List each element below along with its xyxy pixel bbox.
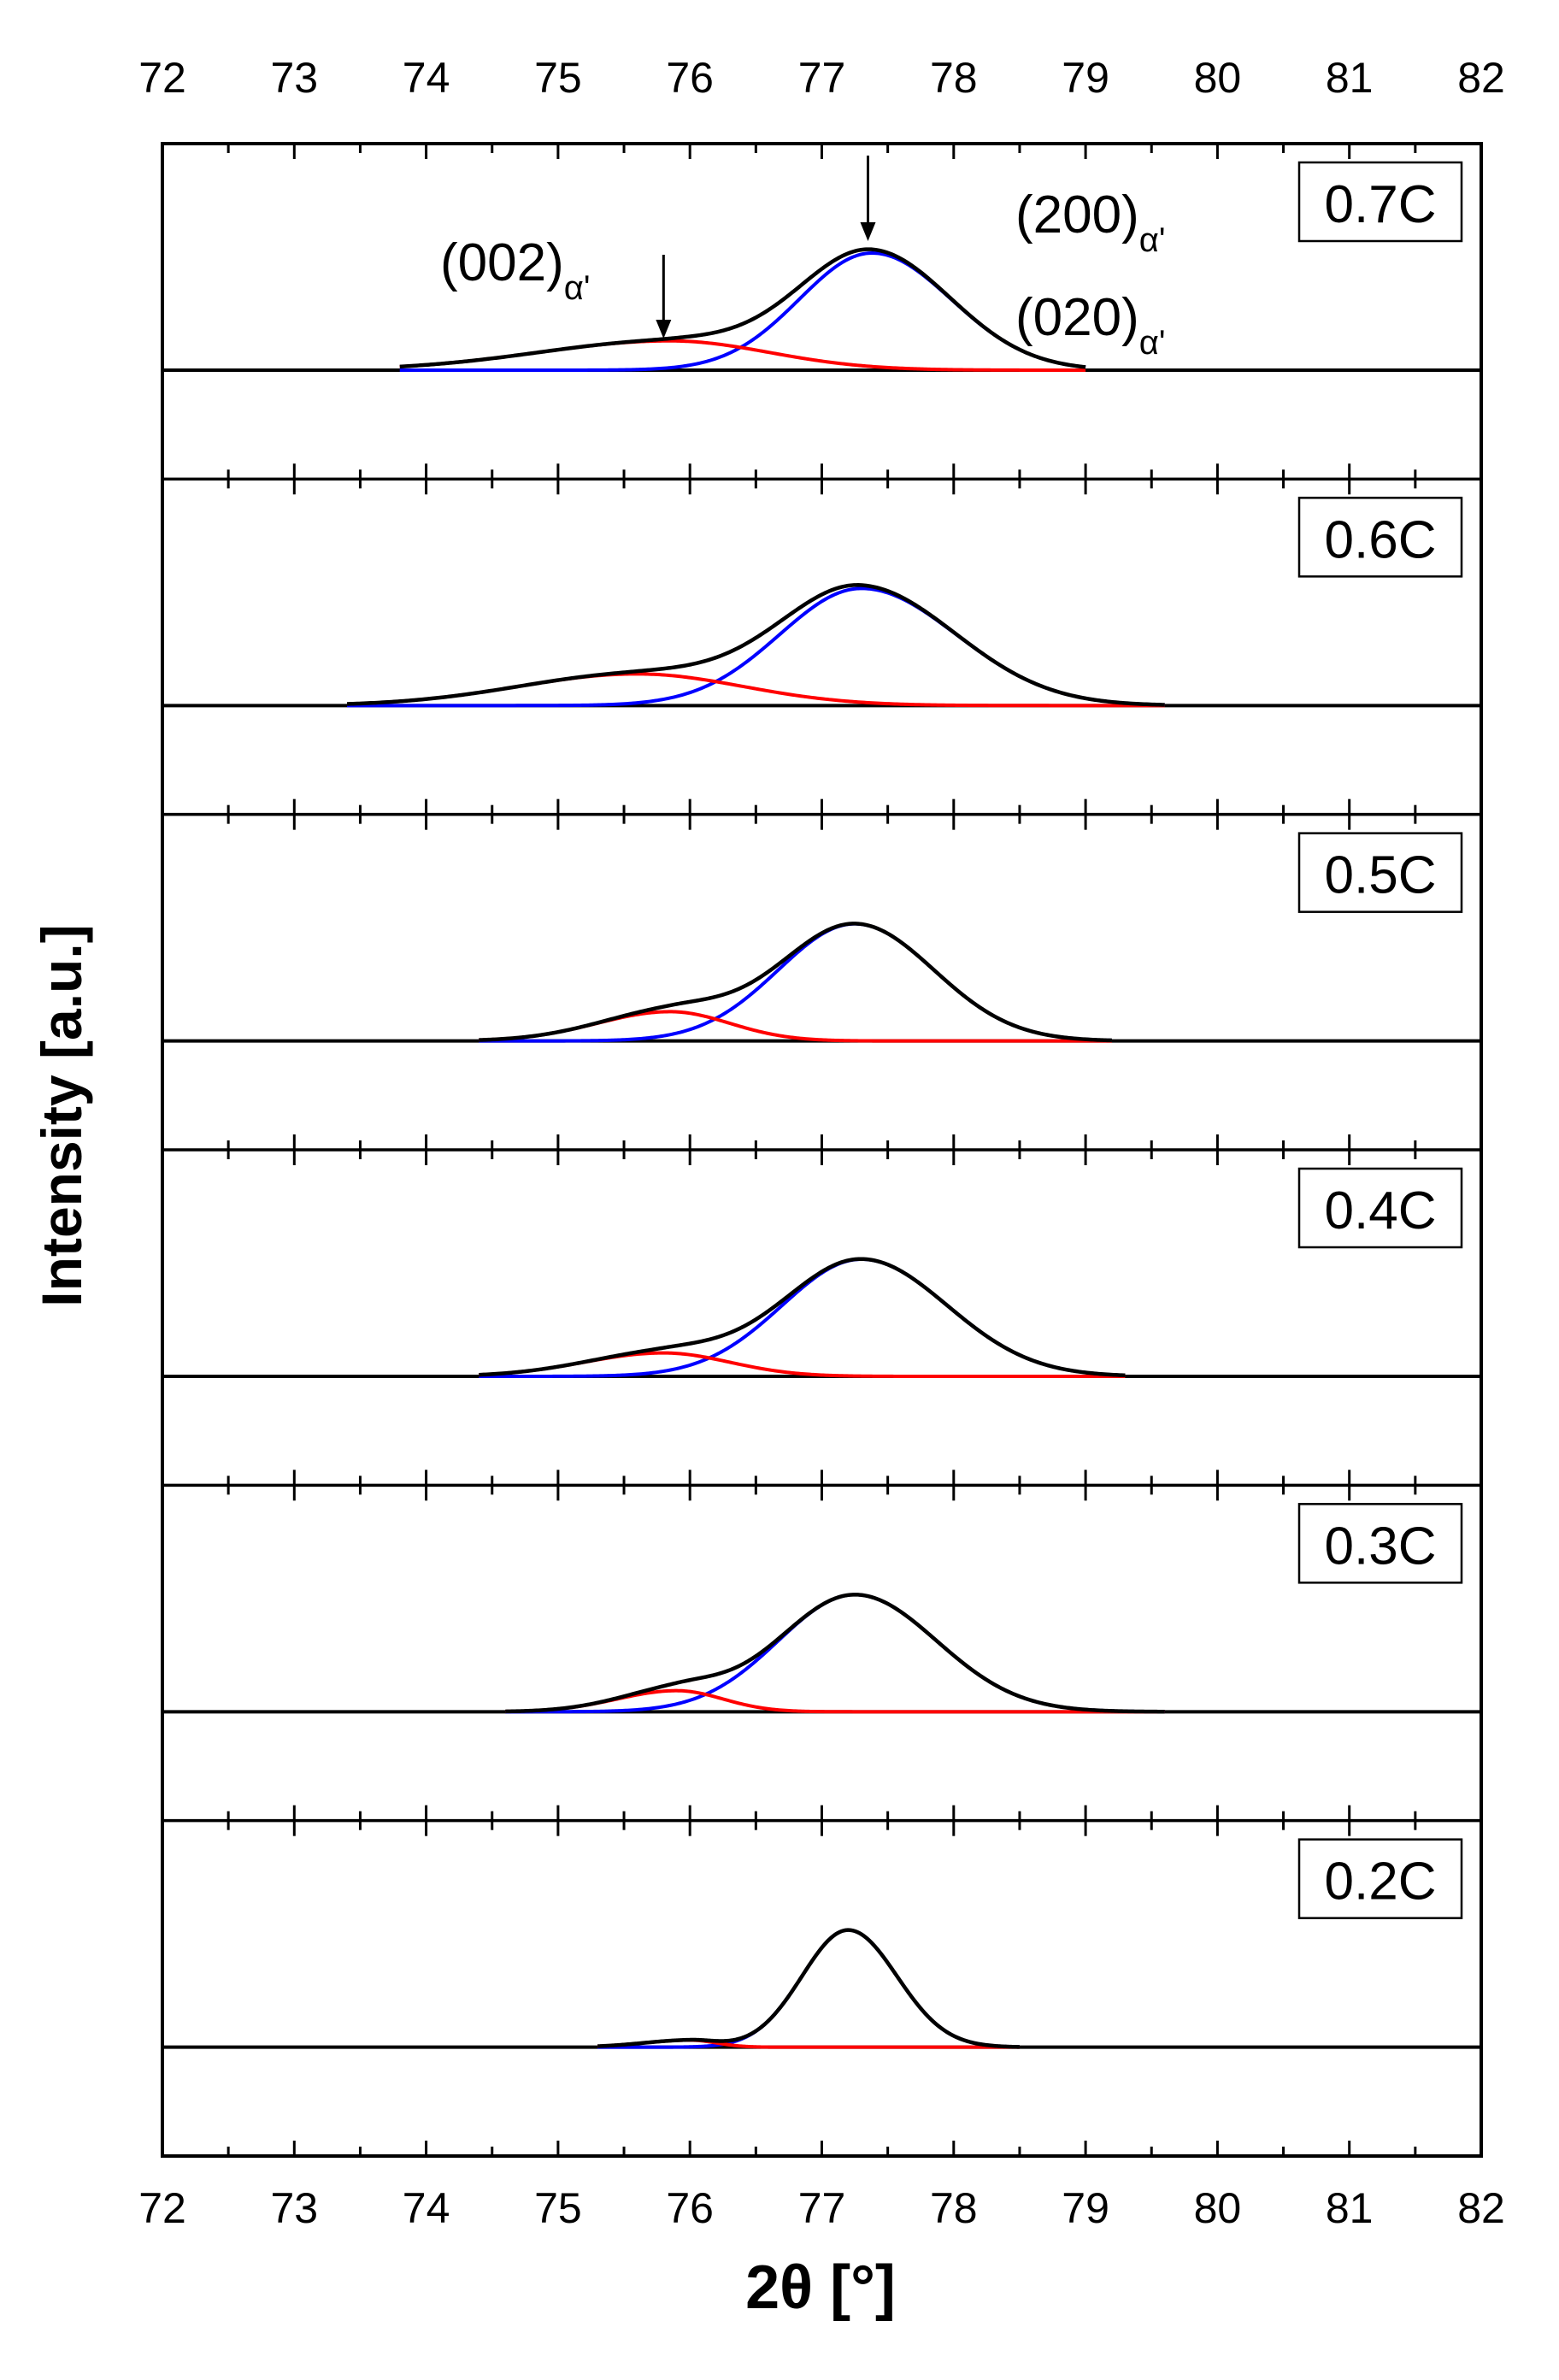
axes-layer: [161, 142, 1483, 2158]
panel-label-box: [1297, 497, 1463, 578]
x-tick-label-bottom: 80: [1194, 2184, 1242, 2232]
panel-label-box: [1297, 161, 1463, 243]
x-tick-label-top: 78: [930, 54, 978, 102]
x-tick-label-top: 80: [1194, 54, 1242, 102]
panel-0.3C: 0.3C: [162, 1503, 1481, 1714]
x-tick-label-top: 72: [138, 54, 186, 102]
x-tick-label-top: 74: [403, 54, 450, 102]
sum-curve: [399, 247, 1086, 369]
x-tick-label-bottom: 82: [1457, 2184, 1505, 2232]
x-tick-label-bottom: 73: [270, 2184, 318, 2232]
arrow-200-head: [860, 222, 876, 241]
panel-0.4C: 0.4C: [162, 1167, 1481, 1378]
x-axis-title: 2θ [°]: [745, 2253, 896, 2322]
panel-label-box: [1297, 1503, 1463, 1584]
annotation-002-subscript: α': [564, 269, 591, 307]
panel-0.2C: 0.2C: [162, 1838, 1481, 2049]
panel-0.5C: 0.5C: [162, 832, 1481, 1043]
panel-0.7C: 0.7C: [162, 161, 1481, 372]
x-tick-label-top: 79: [1062, 54, 1109, 102]
plot-frame: [161, 142, 1483, 2158]
x-tick-label-top: 81: [1326, 54, 1374, 102]
x-tick-label-top: 76: [666, 54, 714, 102]
panels-layer: 0.7C 0.6C 0.5C 0.4C 0.3C 0.2C: [162, 161, 1481, 2049]
x-tick-label-top: 73: [270, 54, 318, 102]
x-tick-label-bottom: 77: [798, 2184, 846, 2232]
x-tick-label-top: 75: [534, 54, 582, 102]
panel-0.6C: 0.6C: [162, 497, 1481, 708]
x-tick-label-bottom: 74: [403, 2184, 450, 2232]
sum-curve: [597, 1928, 1020, 2049]
sum-curve: [505, 1593, 1165, 1714]
x-tick-label-bottom: 81: [1326, 2184, 1374, 2232]
x-tick-label-top: 82: [1457, 54, 1505, 102]
panel-label-box: [1297, 1167, 1463, 1249]
sum-curve: [346, 583, 1165, 707]
annotation-200-subscript: α': [1139, 221, 1166, 259]
x-tick-label-bottom: 79: [1062, 2184, 1109, 2232]
annotation-020-subscript: α': [1139, 324, 1166, 362]
x-tick-label-bottom: 72: [138, 2184, 186, 2232]
sum-curve: [479, 922, 1113, 1043]
x-tick-label-bottom: 78: [930, 2184, 978, 2232]
panel-label: 0.7C: [1325, 175, 1437, 234]
panel-label-box: [1297, 1838, 1463, 1919]
x-tick-label-bottom: 75: [534, 2184, 582, 2232]
x-tick-label-bottom: 76: [666, 2184, 714, 2232]
panel-label: 0.4C: [1325, 1181, 1437, 1240]
y-axis-title: Intensity [a.u.]: [30, 924, 93, 1306]
panel-label: 0.3C: [1325, 1517, 1437, 1576]
panel-label: 0.5C: [1325, 846, 1437, 905]
panel-label-box: [1297, 832, 1463, 913]
sum-curve: [479, 1257, 1126, 1378]
panel-label: 0.6C: [1325, 510, 1437, 569]
arrow-002-head: [656, 320, 672, 339]
x-tick-label-top: 77: [798, 54, 846, 102]
panel-label: 0.2C: [1325, 1853, 1437, 1912]
